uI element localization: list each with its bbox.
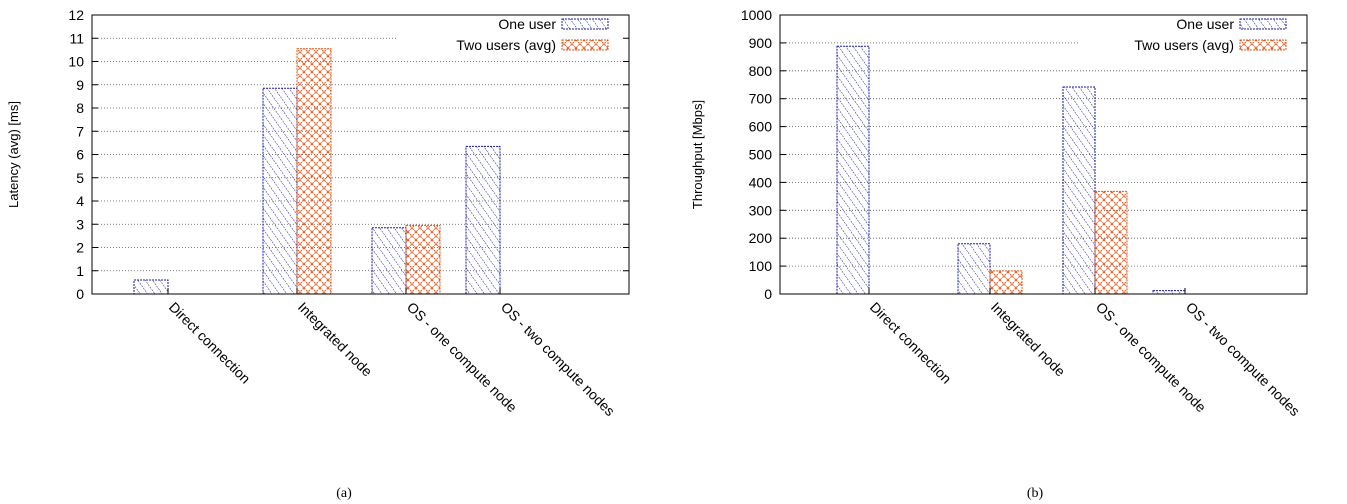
bar-one-user <box>371 227 407 295</box>
y-tick-label: 1 <box>76 263 84 279</box>
y-tick-label: 9 <box>76 77 84 93</box>
figure-caption: (a) <box>336 486 352 501</box>
bar-two-users <box>989 270 1023 295</box>
bar-one-user <box>836 45 870 295</box>
bar-one-user <box>133 279 169 295</box>
x-tick-label: Integrated node <box>988 299 1069 380</box>
y-tick-label: 300 <box>749 202 773 218</box>
legend-swatch <box>1239 39 1287 51</box>
legend-label: Two users (avg) <box>1134 37 1234 53</box>
legend-swatch <box>561 39 609 51</box>
y-tick-label: 10 <box>68 54 84 70</box>
y-tick-label: 7 <box>76 123 84 139</box>
legend-label: One user <box>498 16 556 32</box>
legend-label: One user <box>1176 16 1234 32</box>
y-tick-label: 800 <box>749 63 773 79</box>
bar-one-user <box>465 145 501 295</box>
y-tick-label: 12 <box>68 7 84 23</box>
legend-label: Two users (avg) <box>456 37 556 53</box>
y-tick-label: 6 <box>76 147 84 163</box>
bar-one-user <box>1062 86 1096 295</box>
bar-two-users <box>296 48 332 295</box>
legend-swatch <box>561 18 609 30</box>
bar-two-users <box>405 224 441 295</box>
y-tick-label: 5 <box>76 170 84 186</box>
y-tick-label: 3 <box>76 216 84 232</box>
y-tick-label: 500 <box>749 147 773 163</box>
y-tick-label: 400 <box>749 174 773 190</box>
y-axis-title: Throughput [Mbps] <box>690 100 705 209</box>
bar-one-user <box>957 243 991 295</box>
x-tick-label: Direct connection <box>867 299 955 387</box>
legend-swatch <box>1239 18 1287 30</box>
y-tick-label: 8 <box>76 100 84 116</box>
y-tick-label: 200 <box>749 230 773 246</box>
plot-frame <box>779 14 1308 295</box>
y-tick-label: 4 <box>76 193 84 209</box>
y-tick-label: 700 <box>749 91 773 107</box>
y-tick-label: 600 <box>749 119 773 135</box>
bar-one-user <box>1152 290 1186 295</box>
figure-caption: (b) <box>1027 486 1044 501</box>
y-tick-label: 0 <box>76 286 84 302</box>
y-axis-title: Latency (avg) [ms] <box>6 101 21 208</box>
y-tick-label: 2 <box>76 240 84 256</box>
y-tick-label: 0 <box>764 286 772 302</box>
y-tick-label: 100 <box>749 258 773 274</box>
y-tick-label: 1000 <box>741 7 772 23</box>
bar-one-user <box>262 87 298 295</box>
x-tick-label: Direct connection <box>166 299 254 387</box>
y-tick-label: 11 <box>69 30 84 46</box>
plot-frame <box>91 14 630 295</box>
bar-two-users <box>1094 190 1128 295</box>
y-tick-label: 900 <box>749 35 773 51</box>
throughput-chart: 0 100 200 300 400 500 600 700 800 900 1000 Direct c… <box>690 7 1308 501</box>
x-tick-label: Integrated node <box>295 299 376 380</box>
x-tick-label: OS - one compute node <box>404 299 521 416</box>
